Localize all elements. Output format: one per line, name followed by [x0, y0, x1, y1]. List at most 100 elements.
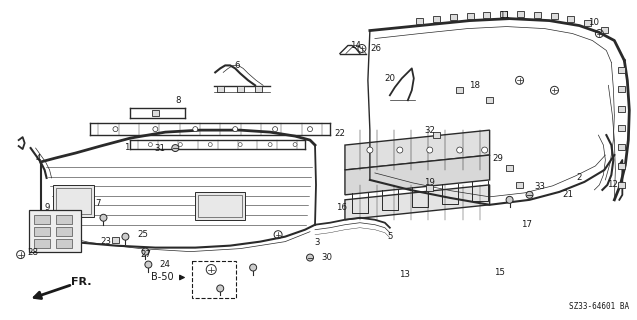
Bar [55, 215, 71, 224]
Bar [433, 16, 440, 22]
Circle shape [308, 127, 313, 132]
Bar [237, 86, 244, 92]
Circle shape [482, 147, 488, 153]
Text: 31: 31 [155, 144, 166, 153]
Bar [55, 188, 92, 214]
Text: 23: 23 [100, 237, 111, 246]
Polygon shape [345, 155, 490, 195]
Circle shape [172, 145, 179, 152]
Circle shape [148, 143, 152, 147]
Circle shape [367, 147, 373, 153]
Circle shape [193, 127, 197, 132]
Circle shape [268, 143, 272, 147]
Text: 14: 14 [350, 41, 361, 50]
Text: FR.: FR. [71, 277, 91, 287]
Bar [34, 227, 50, 236]
Bar [618, 106, 625, 112]
Polygon shape [345, 185, 490, 220]
Text: 30: 30 [322, 253, 333, 262]
Text: 11: 11 [499, 11, 510, 20]
Text: 5: 5 [387, 232, 392, 241]
Text: 4: 4 [36, 154, 41, 163]
Circle shape [122, 233, 129, 240]
Bar [55, 239, 71, 248]
Bar [433, 132, 440, 138]
Circle shape [506, 196, 513, 203]
Bar [550, 13, 557, 20]
Circle shape [306, 254, 313, 261]
Bar [568, 16, 575, 22]
Bar [534, 12, 541, 18]
Bar [53, 185, 94, 217]
Bar [426, 185, 433, 191]
Circle shape [233, 127, 238, 132]
Bar [517, 11, 524, 17]
Circle shape [427, 147, 433, 153]
Bar [34, 215, 50, 224]
Text: 8: 8 [176, 96, 181, 105]
Circle shape [208, 143, 212, 147]
Text: 3: 3 [314, 238, 320, 247]
Text: 26: 26 [370, 44, 382, 53]
Circle shape [238, 143, 242, 147]
Bar [456, 87, 463, 93]
Bar [192, 260, 236, 298]
Bar [483, 12, 490, 18]
Bar [55, 227, 71, 236]
Text: 25: 25 [137, 230, 148, 239]
Text: 13: 13 [399, 270, 410, 279]
Text: 15: 15 [494, 268, 505, 277]
Text: 29: 29 [492, 154, 503, 163]
Text: 27: 27 [140, 250, 151, 259]
Bar [152, 110, 159, 116]
Bar [506, 165, 513, 171]
Text: 22: 22 [334, 129, 345, 138]
Text: 6: 6 [234, 61, 240, 70]
Bar [34, 239, 50, 248]
Bar [217, 86, 224, 92]
Bar [417, 18, 423, 24]
Text: 18: 18 [469, 81, 480, 90]
Bar [618, 68, 625, 73]
Circle shape [217, 285, 224, 292]
Bar [618, 125, 625, 131]
Text: 12: 12 [607, 180, 618, 189]
Polygon shape [345, 130, 490, 170]
Text: 9: 9 [45, 203, 50, 212]
Bar [196, 192, 245, 220]
Bar [486, 97, 493, 103]
Text: 7: 7 [96, 199, 101, 208]
Bar [618, 163, 625, 169]
Text: 17: 17 [521, 220, 532, 229]
Text: 20: 20 [384, 74, 396, 83]
Circle shape [273, 127, 278, 132]
Bar [618, 86, 625, 92]
Bar [618, 144, 625, 150]
Circle shape [397, 147, 403, 153]
Circle shape [250, 264, 257, 271]
Circle shape [526, 191, 533, 198]
Text: 28: 28 [27, 248, 38, 257]
Text: 16: 16 [336, 203, 347, 212]
Text: 24: 24 [160, 260, 171, 269]
Text: 10: 10 [588, 18, 599, 27]
Circle shape [178, 143, 182, 147]
Circle shape [293, 143, 297, 147]
Bar [29, 210, 80, 252]
Bar [500, 11, 507, 17]
Text: B-50: B-50 [151, 273, 173, 283]
Bar [467, 12, 474, 19]
Bar [255, 86, 262, 92]
Bar [516, 182, 523, 188]
Text: 33: 33 [534, 182, 545, 191]
Circle shape [145, 261, 152, 268]
Bar [450, 14, 457, 20]
Text: 32: 32 [424, 126, 435, 135]
Bar [601, 27, 608, 33]
Bar [618, 182, 625, 188]
Bar [198, 195, 242, 217]
Bar [584, 20, 591, 27]
Circle shape [153, 127, 158, 132]
Bar [112, 237, 119, 243]
Circle shape [457, 147, 462, 153]
